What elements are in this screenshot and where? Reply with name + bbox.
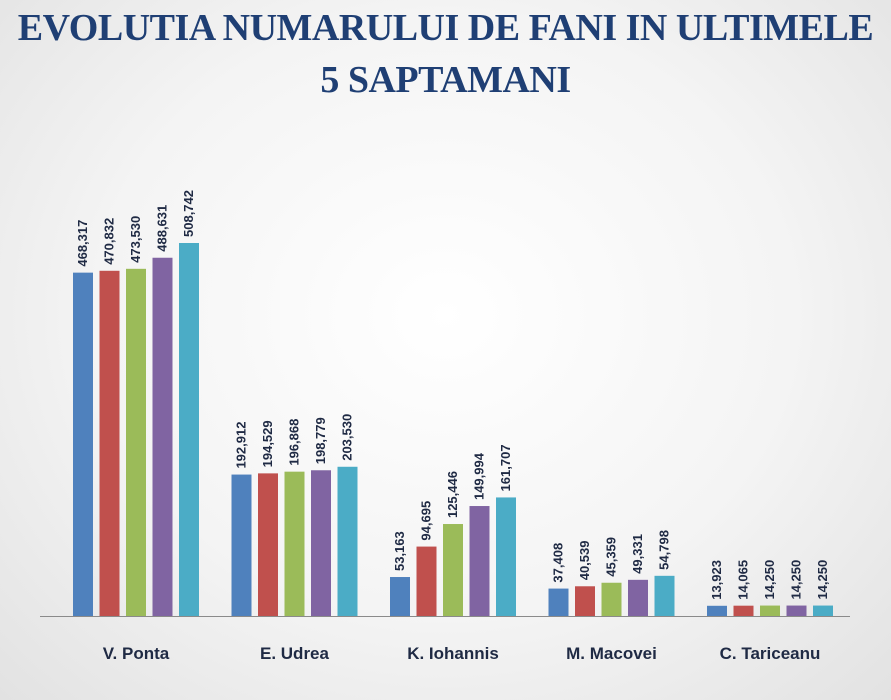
value-label: 149,994 (472, 452, 487, 500)
bar (73, 272, 93, 616)
bar (786, 605, 807, 616)
value-label: 49,331 (630, 534, 645, 574)
chart-title-line-1: EVOLUTIA NUMARULUI DE FANI IN ULTIMELE (17, 7, 874, 49)
value-label: 14,250 (815, 560, 830, 600)
value-label: 14,065 (736, 560, 751, 600)
value-label: 125,446 (445, 471, 460, 518)
value-label: 40,539 (577, 541, 592, 581)
value-label: 468,317 (75, 220, 90, 267)
bar (575, 586, 595, 616)
value-labels-layer: 468,317 470,832 473,530 488,631 508,742 192,9… (75, 190, 830, 600)
value-label: 94,695 (419, 501, 434, 541)
category-label: M. Macovei (566, 644, 657, 663)
bar (813, 605, 833, 616)
chart-title: EVOLUTIA NUMARULUI DE FANI IN ULTIMELE 5… (0, 2, 891, 106)
value-label: 488,631 (155, 205, 170, 252)
bar (337, 466, 358, 616)
value-label: 470,832 (102, 218, 117, 265)
bars-layer (73, 243, 833, 616)
value-label: 161,707 (498, 444, 513, 491)
bar (601, 582, 622, 616)
bar (469, 506, 490, 616)
value-label: 13,923 (709, 560, 724, 600)
bar (231, 474, 252, 616)
bar (284, 471, 305, 616)
value-label: 508,742 (181, 190, 196, 237)
value-label: 192,912 (234, 422, 249, 469)
bar (496, 497, 516, 616)
value-label: 203,530 (340, 414, 355, 461)
value-label: 14,250 (789, 560, 804, 600)
bar (416, 546, 437, 616)
value-label: 14,250 (762, 560, 777, 600)
bar (179, 243, 199, 616)
value-label: 196,868 (287, 419, 302, 466)
value-label: 54,798 (657, 530, 672, 570)
value-label: 473,530 (128, 216, 143, 263)
value-label: 45,359 (604, 537, 619, 577)
value-label: 198,779 (313, 417, 328, 464)
bar (99, 270, 120, 616)
bar (443, 524, 463, 616)
bar (126, 268, 146, 616)
bar (390, 577, 410, 616)
bar (258, 473, 278, 616)
bar (628, 579, 648, 616)
bar (707, 605, 727, 616)
bar (548, 588, 569, 616)
bar (654, 575, 675, 616)
value-label: 53,163 (392, 531, 407, 571)
value-label: 37,408 (551, 543, 566, 583)
value-label: 194,529 (260, 420, 275, 467)
bar (760, 605, 780, 616)
category-labels-layer: V. Ponta E. Udrea K. Iohannis M. Macovei C. … (103, 644, 821, 663)
chart-title-line-2: 5 SAPTAMANI (320, 59, 571, 101)
bar (733, 605, 754, 616)
category-label: V. Ponta (103, 644, 170, 663)
bar (311, 470, 331, 616)
category-label: E. Udrea (260, 644, 330, 663)
category-label: C. Tariceanu (720, 644, 821, 663)
bar (152, 257, 173, 616)
category-label: K. Iohannis (407, 644, 499, 663)
